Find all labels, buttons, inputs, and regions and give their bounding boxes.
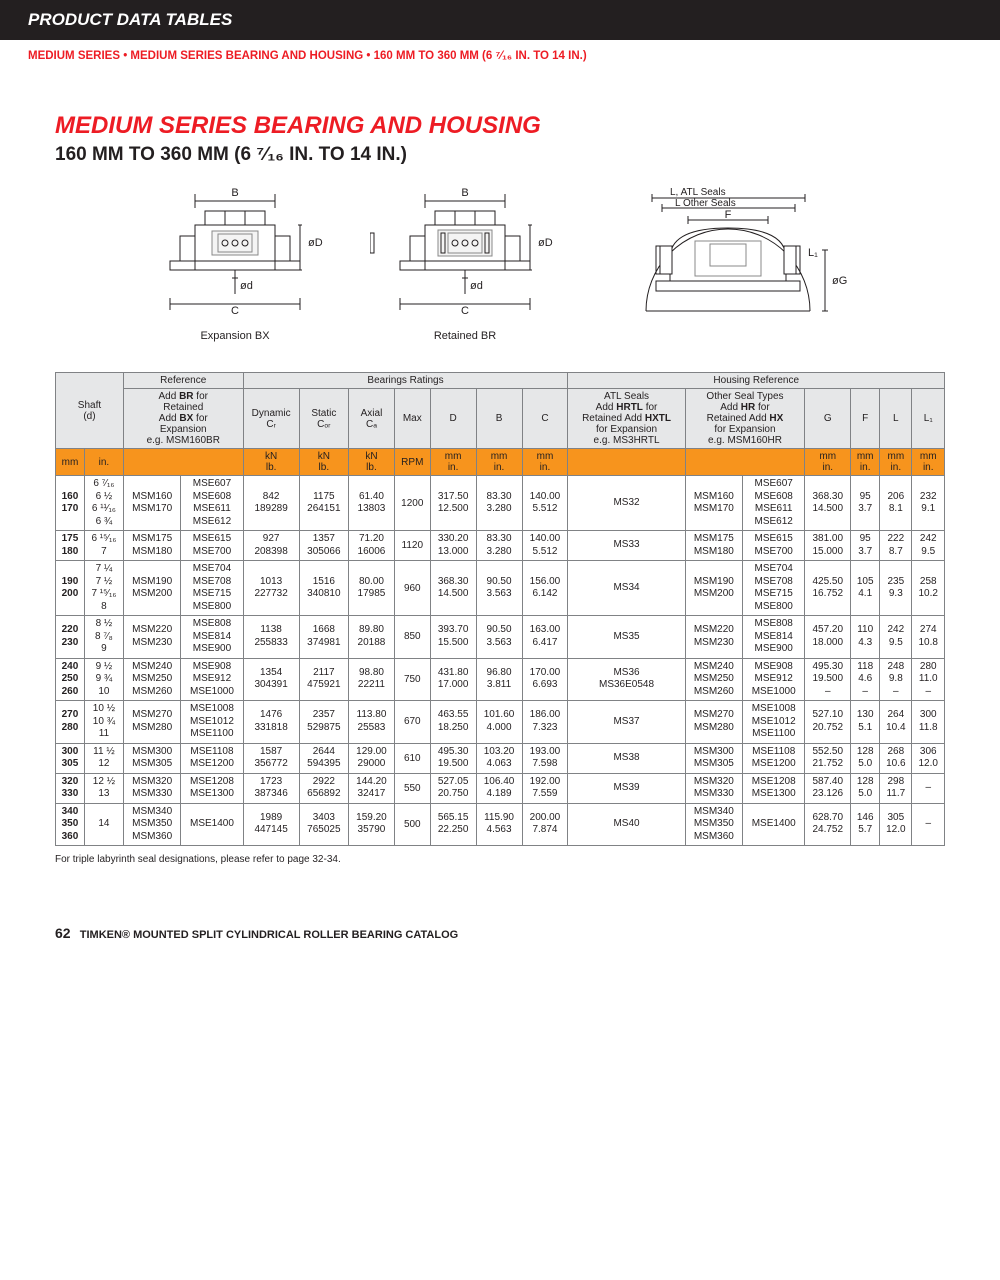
page-footer: 62 TIMKEN® MOUNTED SPLIT CYLINDRICAL ROL… bbox=[0, 885, 1000, 961]
svg-text:L Other Seals: L Other Seals bbox=[675, 198, 736, 209]
diagram-expansion-bx: B øD bbox=[140, 186, 330, 342]
unit-mm: mm bbox=[56, 449, 85, 476]
table-row: 1902007 ¼7 ½7 ¹⁵⁄₁₆8MSM190MSM200MSE704MS… bbox=[56, 561, 945, 616]
unit-in: in. bbox=[84, 449, 123, 476]
ref-note: Add BR forRetainedAdd BX forExpansione.g… bbox=[123, 389, 243, 449]
table-row: 2402502609 ½9 ¾10MSM240MSM250MSM260MSE90… bbox=[56, 658, 945, 701]
data-table: Shaft (d) Reference Bearings Ratings Hou… bbox=[55, 372, 945, 846]
col-axial: AxialCₐ bbox=[349, 389, 395, 449]
diagram-row: B øD bbox=[55, 186, 945, 342]
table-row: 32033012 ½13MSM320MSM330MSE1208MSE130017… bbox=[56, 773, 945, 803]
svg-text:C: C bbox=[231, 305, 239, 317]
col-L: L bbox=[880, 389, 912, 449]
col-dynamic: DynamicCᵣ bbox=[243, 389, 299, 449]
svg-text:L₁: L₁ bbox=[808, 247, 818, 259]
svg-text:L, ATL Seals: L, ATL Seals bbox=[670, 187, 726, 198]
svg-text:øD: øD bbox=[538, 237, 553, 249]
table-row: 34035036014MSM340MSM350MSM360MSE14001989… bbox=[56, 803, 945, 846]
col-L1: L₁ bbox=[912, 389, 945, 449]
col-other-seals: Other Seal TypesAdd HR forRetained Add H… bbox=[685, 389, 805, 449]
table-row: 2202308 ½8 ⁷⁄₈9MSM220MSM230MSE808MSE814M… bbox=[56, 616, 945, 659]
col-D: D bbox=[430, 389, 476, 449]
diagram-seals: L, ATL Seals L Other Seals F bbox=[600, 186, 860, 342]
footnote: For triple labyrinth seal designations, … bbox=[55, 854, 945, 865]
diagram-retained-br: B øD ød C bbox=[370, 186, 560, 342]
page-header-bar: PRODUCT DATA TABLES bbox=[0, 0, 1000, 40]
col-atl: ATL SealsAdd HRTL forRetained Add HXTLfo… bbox=[568, 389, 685, 449]
table-row: 27028010 ½10 ¾11MSM270MSM280MSE1008MSE10… bbox=[56, 701, 945, 744]
col-group-housing: Housing Reference bbox=[568, 373, 945, 389]
col-static: StaticCₒᵣ bbox=[299, 389, 348, 449]
col-F: F bbox=[851, 389, 880, 449]
col-C: C bbox=[522, 389, 568, 449]
section-subtitle: 160 MM TO 360 MM (6 ⁷⁄₁₆ IN. TO 14 IN.) bbox=[55, 144, 945, 166]
col-group-bearings: Bearings Ratings bbox=[243, 373, 568, 389]
svg-text:øG: øG bbox=[832, 275, 847, 287]
svg-text:øD: øD bbox=[308, 237, 323, 249]
section-title: MEDIUM SERIES BEARING AND HOUSING bbox=[55, 112, 945, 140]
breadcrumb: MEDIUM SERIES • MEDIUM SERIES BEARING AN… bbox=[0, 40, 1000, 62]
col-max: Max bbox=[394, 389, 430, 449]
diagram-label: Expansion BX bbox=[140, 330, 330, 342]
svg-text:F: F bbox=[725, 209, 732, 221]
col-group-reference: Reference bbox=[123, 373, 243, 389]
col-B: B bbox=[476, 389, 522, 449]
svg-text:C: C bbox=[461, 305, 469, 317]
table-row: 1601706 ⁷⁄₁₆6 ½6 ¹¹⁄₁₆6 ¾MSM160MSM170MSE… bbox=[56, 476, 945, 531]
table-row: 30030511 ½12MSM300MSM305MSE1108MSE120015… bbox=[56, 743, 945, 773]
diagram-label: Retained BR bbox=[370, 330, 560, 342]
col-shaft: Shaft (d) bbox=[56, 373, 124, 449]
page-number: 62 bbox=[55, 925, 71, 941]
svg-text:B: B bbox=[231, 187, 238, 199]
svg-text:B: B bbox=[461, 187, 468, 199]
footer-text: TIMKEN® MOUNTED SPLIT CYLINDRICAL ROLLER… bbox=[80, 929, 458, 941]
svg-text:ød: ød bbox=[470, 280, 483, 292]
table-row: 1751806 ¹⁵⁄₁₆7MSM175MSM180MSE615MSE70092… bbox=[56, 531, 945, 561]
svg-text:ød: ød bbox=[240, 280, 253, 292]
col-G: G bbox=[805, 389, 851, 449]
